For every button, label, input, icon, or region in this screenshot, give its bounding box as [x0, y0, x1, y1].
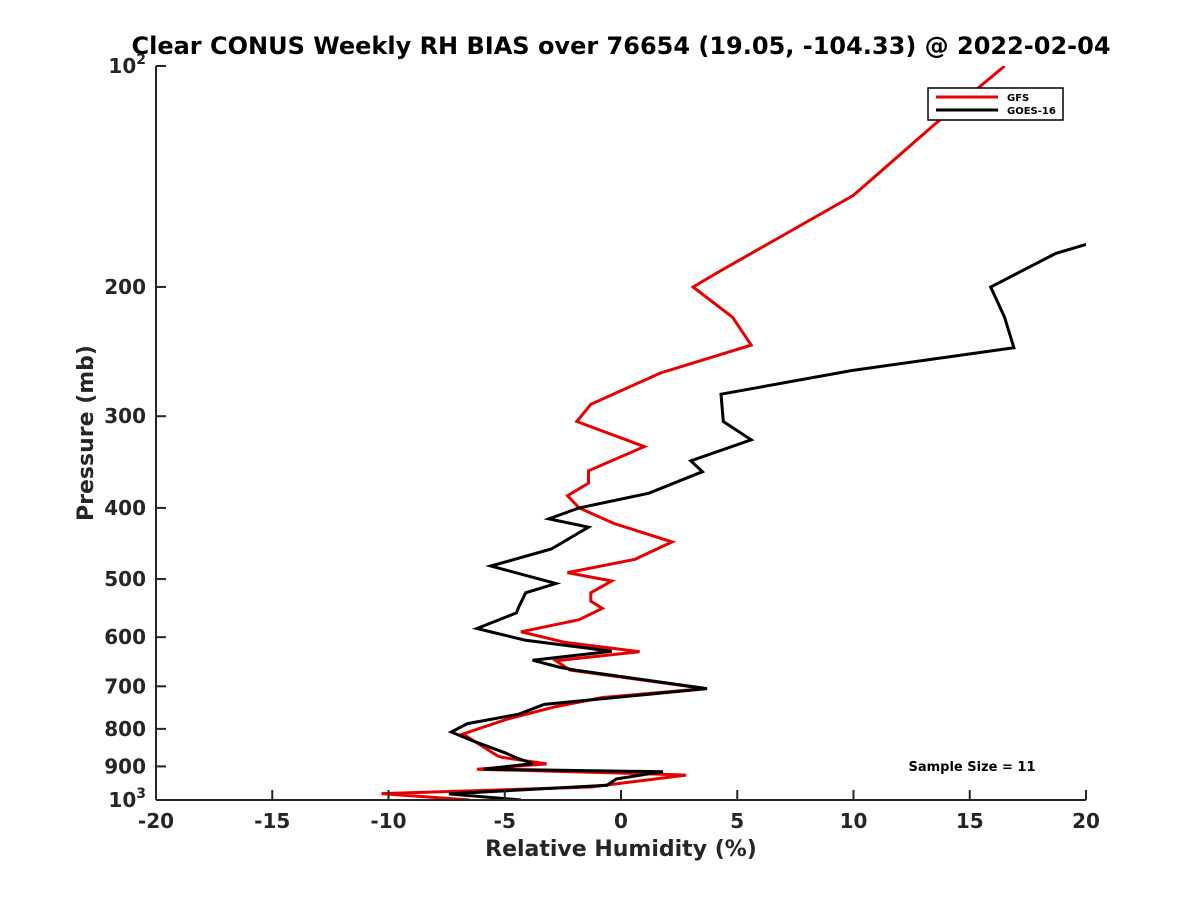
legend-box — [927, 87, 1064, 121]
y-tick-label: 400 — [104, 496, 146, 520]
x-tick-label: 10 — [840, 809, 868, 833]
legend-label: GFS — [1007, 93, 1029, 104]
sample-size-annotation: Sample Size = 11 — [908, 760, 1035, 775]
x-tick-label: -20 — [138, 809, 174, 833]
y-tick-label: 600 — [104, 625, 146, 649]
series-line-gfs — [381, 66, 1006, 800]
x-tick-label: 5 — [730, 809, 744, 833]
legend-label: GOES-16 — [1007, 106, 1056, 117]
y-tick-label: 103 — [108, 786, 146, 812]
x-tick-label: -5 — [494, 809, 516, 833]
x-tick-label: 20 — [1072, 809, 1100, 833]
x-tick-label: 15 — [956, 809, 984, 833]
y-tick-layer: 102 200 300 400 500 600 700 800 900 103 — [104, 52, 166, 812]
y-tick-label: 102 — [108, 52, 146, 78]
series-line-goes-16 — [447, 242, 1086, 800]
plot-area — [156, 66, 1086, 800]
series-layer — [381, 66, 1086, 800]
x-tick-label: -15 — [254, 809, 290, 833]
y-axis-title: Pressure (mb) — [74, 345, 99, 521]
x-axis-title: Relative Humidity (%) — [485, 837, 757, 862]
y-tick-label: 500 — [104, 567, 146, 591]
x-tick-layer: -20 -15 -10 -5 0 5 10 15 20 — [138, 790, 1100, 833]
y-tick-label: 800 — [104, 717, 146, 741]
chart-title: Clear CONUS Weekly RH BIAS over 76654 (1… — [131, 32, 1110, 60]
x-tick-label: -10 — [370, 809, 406, 833]
x-tick-label: 0 — [614, 809, 628, 833]
legend: GFS GOES-16 — [927, 87, 1064, 121]
y-tick-label: 200 — [104, 275, 146, 299]
y-tick-label: 700 — [104, 674, 146, 698]
legend-entries: GFS GOES-16 — [936, 93, 1056, 117]
y-tick-label: 900 — [104, 754, 146, 778]
y-tick-label: 300 — [104, 404, 146, 428]
